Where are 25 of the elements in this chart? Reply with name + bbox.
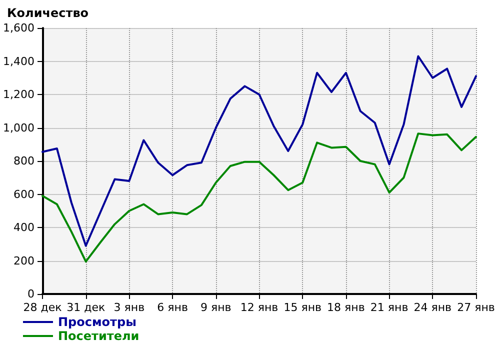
line-series [41,55,477,247]
x-tick-label: 21 янв [370,301,408,314]
legend-label: Посетители [58,329,140,343]
x-tick-label: 31 дек [66,301,106,314]
x-tick-label: 12 янв [240,301,278,314]
x-tick-label: 27 янв [457,301,495,314]
chart-title: Количество [7,6,89,20]
y-tick-label: 1,000 [2,121,34,134]
y-tick-label: 1,600 [2,22,34,34]
y-tick-label: 1,400 [2,54,34,68]
x-tick-label: 6 янв [157,301,188,314]
line-series [41,132,477,263]
x-tick-label: 18 янв [327,301,365,314]
y-tick-label: 200 [13,254,34,268]
y-tick-label: 400 [13,221,34,234]
x-tick-label: 24 янв [414,301,452,314]
y-tick-label: 1,200 [2,88,34,101]
x-tick-label: 3 янв [114,301,145,314]
x-tick-label: 9 янв [200,301,232,314]
y-tick-label: 600 [13,188,34,201]
y-tick-label: 0 [27,288,34,300]
x-tick-label: 15 янв [284,301,322,314]
y-tick-label: 800 [13,154,34,168]
x-tick-label: 28 дек [23,301,62,314]
legend-label: Просмотры [58,315,136,329]
